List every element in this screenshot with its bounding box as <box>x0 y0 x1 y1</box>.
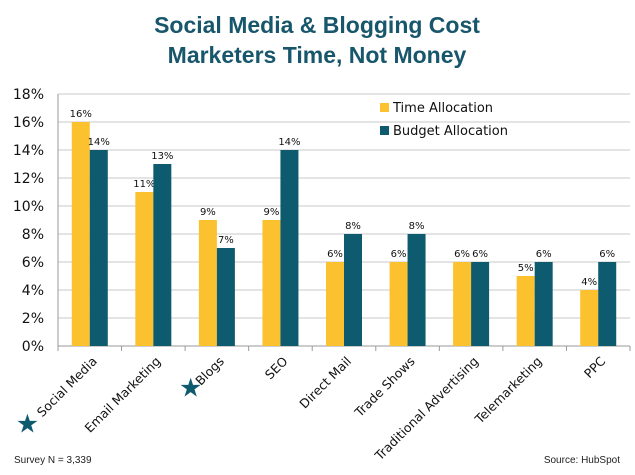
x-category-label: Telemarketing <box>471 354 545 428</box>
data-label: 6% <box>391 249 407 260</box>
bar-time <box>326 262 344 346</box>
legend-swatch-budget <box>380 126 389 135</box>
y-tick-label: 18% <box>13 87 44 103</box>
data-label: 14% <box>88 137 110 148</box>
x-category-label: Traditional Advertising <box>371 354 481 464</box>
data-label: 9% <box>264 207 280 218</box>
x-category-label: Social Media <box>34 354 100 420</box>
bar-budget <box>598 262 617 346</box>
data-label: 6% <box>599 249 615 260</box>
chart-title-line-1: Social Media & Blogging Cost <box>154 12 480 38</box>
star-icon: ★ <box>179 372 202 402</box>
y-tick-label: 2% <box>22 311 44 327</box>
x-category-label: Direct Mail <box>296 354 354 412</box>
bar-budget <box>280 150 299 346</box>
bar-budget <box>216 248 235 346</box>
bar-time <box>516 276 535 346</box>
legend-swatch-time <box>380 103 389 112</box>
data-label: 6% <box>454 249 470 260</box>
bar-budget <box>344 234 362 346</box>
data-label: 16% <box>70 109 92 120</box>
data-label: 4% <box>581 277 597 288</box>
data-label: 6% <box>536 249 552 260</box>
data-label: 9% <box>200 207 216 218</box>
bar-time <box>580 290 599 346</box>
bar-time <box>71 122 90 346</box>
y-tick-label: 6% <box>22 255 44 271</box>
x-category-label: SEO <box>262 353 291 382</box>
bar-budget <box>471 262 490 346</box>
bar-time <box>389 262 408 346</box>
x-category-label: Trade Shows <box>351 354 418 421</box>
bar-budget <box>89 150 108 346</box>
y-tick-label: 0% <box>22 339 44 355</box>
data-label: 6% <box>472 249 488 260</box>
data-label: 5% <box>518 263 534 274</box>
bar-budget <box>153 164 172 346</box>
y-tick-label: 4% <box>22 283 44 299</box>
y-tick-label: 14% <box>13 143 44 159</box>
bar-time <box>262 220 281 346</box>
y-tick-label: 10% <box>13 199 44 215</box>
data-label: 7% <box>218 235 234 246</box>
legend-label-budget: Budget Allocation <box>393 124 508 139</box>
bar-budget <box>407 234 426 346</box>
y-tick-label: 12% <box>13 171 44 187</box>
chart-title-line-2: Marketers Time, Not Money <box>168 42 467 68</box>
data-label: 6% <box>327 249 343 260</box>
data-label: 8% <box>345 221 361 232</box>
y-tick-label: 16% <box>13 115 44 131</box>
bar-time <box>135 192 154 346</box>
legend-label-time: Time Allocation <box>392 101 493 116</box>
star-icon: ★ <box>16 408 39 438</box>
legend: Time Allocation Budget Allocation <box>380 101 508 139</box>
y-tick-label: 8% <box>22 227 44 243</box>
data-label: 13% <box>151 151 173 162</box>
x-category-label: PPC <box>581 353 609 381</box>
bar-budget <box>534 262 553 346</box>
source-note: Source: HubSpot <box>544 455 620 466</box>
bar-time <box>453 262 472 346</box>
data-label: 11% <box>133 179 155 190</box>
data-label: 8% <box>409 221 425 232</box>
data-label: 14% <box>278 137 300 148</box>
survey-note: Survey N = 3,339 <box>14 455 92 466</box>
bar-time <box>198 220 217 346</box>
